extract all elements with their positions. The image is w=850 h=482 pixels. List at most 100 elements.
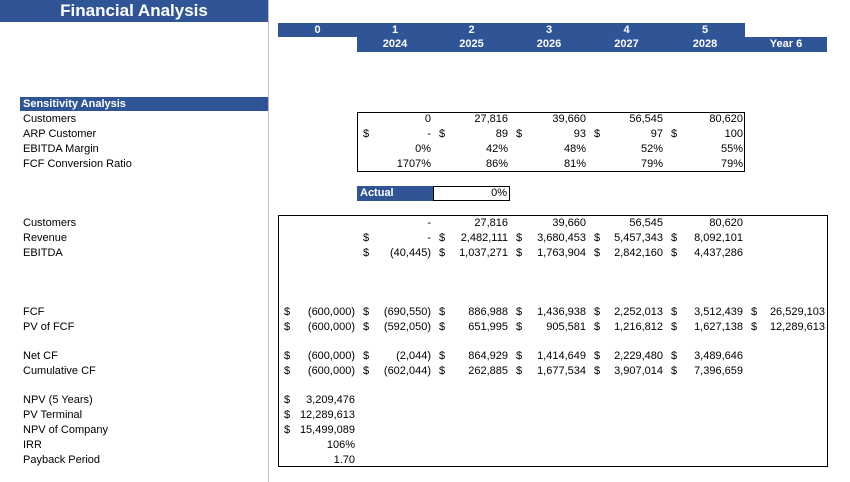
currency: $ [671,232,678,244]
cell: $26,529,103 [745,305,827,320]
analysis-box [278,215,828,467]
row-label: Net CF [23,350,58,362]
currency: $ [439,128,446,140]
cell: $ - [357,127,433,142]
currency: $ [439,365,446,377]
title: Financial Analysis [0,0,268,22]
currency: $ [439,232,446,244]
currency: $ [284,350,291,362]
cell: $3,512,439 [665,305,745,320]
value: 1,216,812 [614,321,663,333]
cell: $3,489,646 [665,349,745,364]
currency: $ [284,424,291,436]
value: 1707% [396,158,431,170]
value: 106% [326,439,355,451]
cell: $262,885 [433,364,510,379]
value: 12,289,613 [769,321,825,333]
currency: $ [594,232,601,244]
cell: 55% [665,142,745,157]
cell: $2,842,160 [588,246,665,261]
row-label: FCF Conversion Ratio [23,158,132,170]
currency: $ [516,350,523,362]
currency: $ [594,128,601,140]
row-label: ARP Customer [23,128,97,140]
value: 55% [720,143,743,155]
cell: 1.70 [278,453,357,468]
value: 3,680,453 [537,232,586,244]
cell: $905,581 [510,320,588,335]
cell: $2,252,013 [588,305,665,320]
currency: $ [671,247,678,259]
value: 15,499,089 [299,424,355,436]
value: 80,620 [709,217,743,229]
value: 2,252,013 [614,306,663,318]
cell: $651,995 [433,320,510,335]
cell: $8,092,101 [665,231,745,246]
cell: $97 [588,127,665,142]
cell: 56,545 [588,216,665,231]
value: 2,229,480 [614,350,663,362]
currency: $ [516,232,523,244]
year: 2028 [692,38,718,50]
row-label: Revenue [23,232,68,244]
cell: $1,037,271 [433,246,510,261]
section-title: Sensitivity Analysis [20,97,268,111]
cell: $1,414,649 [510,349,588,364]
cell: $ (2,044) [357,349,433,364]
cell: $1,627,138 [665,320,745,335]
value: 39,660 [552,217,586,229]
actual-value: 0% [433,186,510,201]
cell: $3,209,476 [278,393,357,408]
value: 1,627,138 [694,321,743,333]
period-number: 3 [545,24,553,36]
currency: $ [671,128,678,140]
value: (40,445) [390,247,431,259]
value: 80,620 [709,113,743,125]
cell: 56,545 [588,112,665,127]
value: 56,545 [629,113,663,125]
year: 2026 [536,38,562,50]
currency: $ [751,306,758,318]
cell: 79% [588,157,665,172]
value: (600,000) [307,350,355,362]
value: - [427,232,431,244]
cell: 48% [510,142,588,157]
cell: $ (600,000) [278,364,357,379]
value: 48% [563,143,586,155]
cell: $89 [433,127,510,142]
currency: $ [284,365,291,377]
value: 1,037,271 [459,247,508,259]
value: - [427,217,431,229]
cell: 80,620 [665,216,745,231]
currency: $ [671,365,678,377]
value: 89 [495,128,508,140]
value: 8,092,101 [694,232,743,244]
currency: $ [751,321,758,333]
value: (690,550) [383,306,431,318]
value: (592,050) [383,321,431,333]
value: 7,396,659 [694,365,743,377]
value: 86% [485,158,508,170]
currency: $ [516,306,523,318]
currency: $ [284,409,291,421]
value: 1,436,938 [537,306,586,318]
currency: $ [671,350,678,362]
value: 3,209,476 [306,394,355,406]
value: 97 [650,128,663,140]
currency: $ [671,321,678,333]
cell: 79% [665,157,745,172]
value: 79% [720,158,743,170]
period-band [278,23,745,37]
value: 651,995 [468,321,508,333]
cell: $4,437,286 [665,246,745,261]
value: 2,842,160 [614,247,663,259]
currency: $ [363,247,370,259]
currency: $ [284,394,291,406]
cell: $7,396,659 [665,364,745,379]
cell: $ (600,000) [278,305,357,320]
currency: $ [439,321,446,333]
currency: $ [594,321,601,333]
value: 79% [640,158,663,170]
cell: $ (690,550) [357,305,433,320]
value: 42% [485,143,508,155]
